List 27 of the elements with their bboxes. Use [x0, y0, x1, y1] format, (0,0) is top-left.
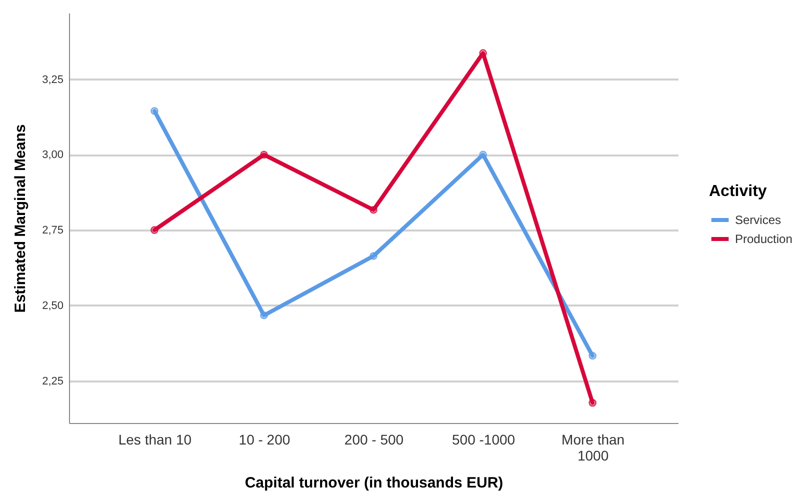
x-tick-label: 10 - 200: [238, 432, 290, 448]
x-tick-label: 200 - 500: [344, 432, 404, 448]
point: [370, 252, 378, 260]
x-tick-label: Les than 10: [118, 432, 192, 448]
y-tick-label: 3,00: [42, 149, 64, 162]
line-series: [150, 49, 596, 407]
legend-title: Activity: [709, 183, 767, 200]
legend-label: Production: [735, 232, 792, 246]
y-tick-label: 2,50: [42, 300, 64, 312]
point: [260, 150, 268, 159]
point: [588, 352, 596, 360]
point: [588, 398, 596, 407]
x-axis-title: Capital turnover (in thousands EUR): [244, 474, 504, 492]
point: [370, 206, 378, 214]
point: [150, 107, 158, 115]
y-tick-label: 2,25: [42, 375, 64, 388]
point: [150, 226, 158, 234]
point: [479, 150, 487, 159]
point: [260, 311, 268, 320]
y-axis-title: Estimated Marginal Means: [12, 124, 30, 313]
x-tick-label: More than 1000: [562, 432, 625, 464]
y-tick-label: 3,25: [42, 74, 64, 86]
point: [479, 49, 487, 57]
y-tick-label: 2,75: [42, 224, 64, 237]
line-series: [150, 107, 596, 360]
x-tick-label: 500 -1000: [452, 432, 516, 448]
legend-label: Services: [735, 213, 782, 227]
